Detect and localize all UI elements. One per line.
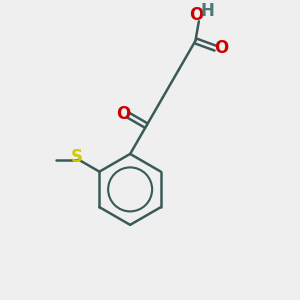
Text: O: O: [116, 105, 130, 123]
Text: O: O: [214, 39, 229, 57]
Text: S: S: [71, 148, 83, 166]
Text: O: O: [189, 6, 203, 24]
Text: H: H: [200, 2, 214, 20]
